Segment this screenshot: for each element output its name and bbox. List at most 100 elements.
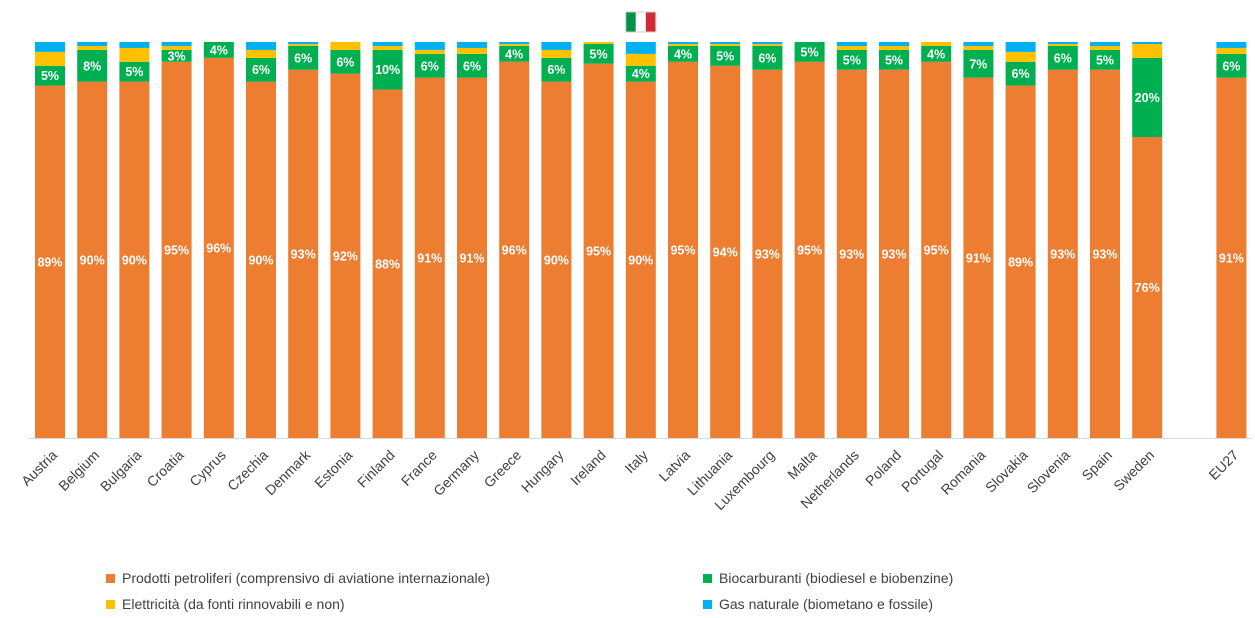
x-tick-label-denmark: Denmark xyxy=(262,446,314,498)
legend-label-biofuels: Biocarburanti (biodiesel e biobenzine) xyxy=(719,570,954,586)
bar-segment-spain-series-3 xyxy=(1090,42,1120,46)
data-label-ireland-series-0: 95% xyxy=(586,244,611,258)
bar-segment-france-series-3 xyxy=(414,42,445,50)
bar-segment-denmark-series-2 xyxy=(288,43,319,46)
bar-segment-greece-series-2 xyxy=(499,43,530,46)
bar-segment-belgium-series-3 xyxy=(77,42,108,46)
bar-segment-denmark-series-1 xyxy=(288,45,319,70)
bar-segment-bulgaria-series-2 xyxy=(119,47,150,62)
x-tick-label-romania: Romania xyxy=(938,447,989,498)
bar-segment-sweden-series-2 xyxy=(1132,43,1163,58)
bar-segment-czechia-series-2 xyxy=(246,49,276,58)
bars-layer xyxy=(35,42,1247,439)
bar-segment-eu27-series-0 xyxy=(1216,77,1247,438)
x-tick-label-bulgaria: Bulgaria xyxy=(97,447,145,495)
bar-segment-luxembourg-series-3 xyxy=(752,42,783,44)
bar-segment-cyprus-series-0 xyxy=(203,57,234,439)
legend-swatch-petroleum xyxy=(106,573,115,583)
data-label-denmark-series-1: 6% xyxy=(294,51,312,65)
data-label-czechia-series-0: 90% xyxy=(248,253,273,267)
data-label-cyprus-series-0: 96% xyxy=(206,241,231,255)
bar-segment-poland-series-0 xyxy=(879,69,909,438)
data-label-lithuania-series-1: 5% xyxy=(716,49,734,63)
data-label-slovenia-series-0: 93% xyxy=(1050,247,1075,261)
data-label-austria-series-1: 5% xyxy=(41,69,59,83)
bar-segment-latvia-series-1 xyxy=(668,45,698,62)
x-tick-label-malta: Malta xyxy=(784,447,820,483)
bar-segment-malta-series-0 xyxy=(794,61,825,439)
x-tick-label-eu27: EU27 xyxy=(1205,447,1241,483)
bar-segment-estonia-series-2 xyxy=(330,42,361,50)
legend-item-electricity: Elettricità (da fonti rinnovabili e non) xyxy=(106,596,345,612)
bar-segment-luxembourg-series-2 xyxy=(752,43,783,46)
bar-segment-latvia-series-0 xyxy=(668,61,698,439)
bar-segment-france-series-2 xyxy=(414,49,445,54)
data-label-finland-series-0: 88% xyxy=(375,257,400,271)
bar-segment-slovenia-series-1 xyxy=(1047,45,1078,70)
data-label-belgium-series-0: 90% xyxy=(80,253,105,267)
bar-segment-czechia-series-1 xyxy=(246,57,276,82)
bar-segment-croatia-series-3 xyxy=(161,42,192,46)
bar-segment-eu27-series-1 xyxy=(1216,53,1247,78)
x-tick-label-belgium: Belgium xyxy=(55,447,102,494)
x-tick-label-italy: Italy xyxy=(621,447,650,476)
bar-segment-netherlands-series-2 xyxy=(836,45,867,50)
bar-segment-france-series-0 xyxy=(414,77,445,438)
bar-segment-france-series-1 xyxy=(414,53,445,78)
bar-segment-italy-series-0 xyxy=(625,81,656,438)
bar-segment-spain-series-1 xyxy=(1090,49,1120,70)
bar-segment-bulgaria-series-1 xyxy=(119,61,150,82)
x-tick-label-germany: Germany xyxy=(430,447,482,499)
bar-segment-slovenia-series-2 xyxy=(1047,43,1078,46)
bar-segment-portugal-series-2 xyxy=(921,42,952,46)
data-label-malta-series-1: 5% xyxy=(801,45,819,59)
bar-segment-austria-series-2 xyxy=(35,51,65,66)
legend-label-natural-gas: Gas naturale (biometano e fossile) xyxy=(719,596,933,612)
bar-segment-greece-series-3 xyxy=(499,42,530,44)
data-label-eu27-series-0: 91% xyxy=(1219,251,1244,265)
bar-segment-lithuania-series-0 xyxy=(710,65,741,438)
data-label-hungary-series-1: 6% xyxy=(547,63,565,77)
x-tick-label-slovenia: Slovenia xyxy=(1024,447,1073,496)
data-label-france-series-0: 91% xyxy=(417,251,442,265)
bar-segment-slovakia-series-1 xyxy=(1005,61,1036,86)
data-label-portugal-series-0: 95% xyxy=(924,243,949,257)
bar-segment-greece-series-0 xyxy=(499,61,530,438)
bar-segment-slovenia-series-3 xyxy=(1047,42,1078,44)
x-tick-label-hungary: Hungary xyxy=(518,447,567,496)
bar-segment-romania-series-2 xyxy=(963,45,994,50)
bar-segment-denmark-series-3 xyxy=(288,42,319,44)
bar-segment-bulgaria-series-3 xyxy=(119,42,150,48)
data-label-hungary-series-0: 90% xyxy=(544,253,569,267)
bar-segment-hungary-series-0 xyxy=(541,81,572,438)
x-tick-label-croatia: Croatia xyxy=(143,447,186,490)
data-label-luxembourg-series-1: 6% xyxy=(758,51,776,65)
data-label-austria-series-0: 89% xyxy=(37,255,62,269)
bar-segment-lithuania-series-1 xyxy=(710,45,741,66)
bar-segment-poland-series-3 xyxy=(879,42,909,46)
bar-segment-finland-series-3 xyxy=(372,42,403,46)
bar-segment-italy-series-1 xyxy=(625,65,656,82)
data-label-estonia-series-1: 6% xyxy=(336,55,354,69)
data-label-slovenia-series-1: 6% xyxy=(1054,51,1072,65)
legend-swatch-electricity xyxy=(106,599,115,609)
x-tick-label-slovakia: Slovakia xyxy=(982,447,1031,496)
data-label-italy-series-0: 90% xyxy=(628,253,653,267)
bar-segment-romania-series-1 xyxy=(963,49,994,78)
data-label-latvia-series-1: 4% xyxy=(674,47,692,61)
bar-segment-poland-series-1 xyxy=(879,49,909,70)
bar-segment-germany-series-3 xyxy=(457,42,487,48)
data-label-ireland-series-1: 5% xyxy=(590,47,608,61)
data-label-romania-series-1: 7% xyxy=(969,57,987,71)
bar-segment-luxembourg-series-0 xyxy=(752,69,783,438)
x-tick-label-cyprus: Cyprus xyxy=(186,447,229,490)
bar-segment-latvia-series-2 xyxy=(668,43,698,46)
data-label-croatia-series-0: 95% xyxy=(164,243,189,257)
legend-label-electricity: Elettricità (da fonti rinnovabili e non) xyxy=(122,596,345,612)
data-label-eu27-series-1: 6% xyxy=(1222,59,1240,73)
data-label-czechia-series-1: 6% xyxy=(252,63,270,77)
legend-item-biofuels: Biocarburanti (biodiesel e biobenzine) xyxy=(703,570,953,586)
bar-segment-austria-series-0 xyxy=(35,85,65,438)
data-label-bulgaria-series-0: 90% xyxy=(122,253,147,267)
bar-segment-bulgaria-series-0 xyxy=(119,81,150,438)
